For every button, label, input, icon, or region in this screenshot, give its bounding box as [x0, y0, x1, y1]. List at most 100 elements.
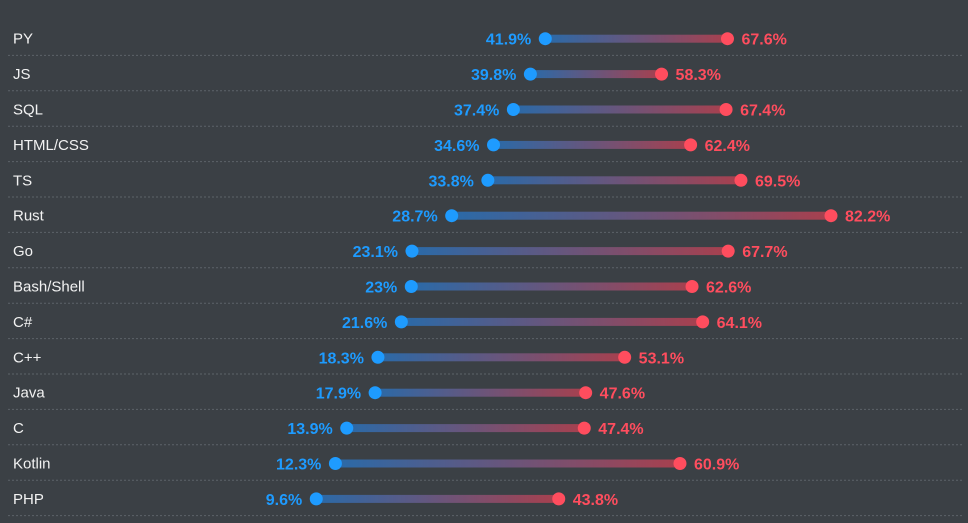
- low-value-point: [481, 173, 495, 187]
- category-label: PHP: [13, 491, 44, 508]
- low-value-label: 23.1%: [353, 244, 398, 261]
- low-value-label: 41.9%: [486, 32, 531, 49]
- category-label: TS: [13, 172, 32, 189]
- category-label: JS: [13, 66, 31, 83]
- low-value-label: 17.9%: [316, 386, 361, 403]
- low-value-point: [538, 32, 552, 46]
- high-value-point: [696, 315, 710, 329]
- chart-row: PY 41.9% 67.6%: [8, 31, 962, 56]
- high-value-label: 62.4%: [705, 138, 750, 155]
- high-value-label: 62.6%: [706, 280, 751, 297]
- category-label: PY: [13, 31, 33, 48]
- range-bar: [451, 211, 831, 220]
- range-bar: [377, 353, 625, 362]
- high-value-label: 69.5%: [755, 173, 800, 190]
- category-label: Bash/Shell: [13, 279, 85, 296]
- low-value-label: 23%: [365, 280, 397, 297]
- high-value-label: 60.9%: [694, 457, 739, 474]
- category-label: Kotlin: [13, 456, 51, 473]
- chart-row: Go 23.1% 67.7%: [8, 243, 962, 269]
- range-bar: [411, 247, 729, 256]
- high-value-point: [552, 492, 566, 506]
- range-bar: [513, 105, 727, 114]
- low-value-label: 37.4%: [454, 103, 499, 120]
- low-value-point: [506, 103, 520, 116]
- category-label: C++: [13, 349, 42, 366]
- low-value-point: [487, 138, 501, 152]
- category-label: C#: [13, 314, 33, 331]
- high-value-label: 53.1%: [639, 350, 684, 367]
- range-bar: [493, 140, 691, 149]
- high-value-label: 47.6%: [600, 386, 645, 403]
- low-value-point: [340, 421, 354, 435]
- chart-row: C# 21.6% 64.1%: [8, 314, 962, 340]
- range-bar: [401, 317, 703, 326]
- low-value-point: [394, 315, 408, 329]
- range-bar: [335, 459, 680, 468]
- chart-row: Rust 28.7% 82.2%: [8, 208, 962, 233]
- chart-row: C++ 18.3% 53.1%: [8, 349, 962, 375]
- low-value-label: 18.3%: [319, 350, 364, 367]
- high-value-label: 67.6%: [741, 32, 786, 49]
- low-value-point: [523, 67, 537, 81]
- chart-row: Bash/Shell 23% 62.6%: [8, 279, 962, 304]
- high-value-label: 58.3%: [676, 67, 721, 84]
- high-value-point: [579, 386, 593, 400]
- low-value-point: [371, 350, 385, 364]
- chart-row: HTML/CSS 34.6% 62.4%: [8, 137, 962, 163]
- high-value-point: [577, 421, 591, 435]
- range-bar: [545, 34, 728, 43]
- low-value-label: 33.8%: [428, 173, 473, 190]
- low-value-label: 39.8%: [471, 67, 516, 84]
- high-value-label: 47.4%: [598, 421, 643, 438]
- low-value-point: [404, 280, 418, 293]
- low-value-label: 12.3%: [276, 457, 321, 474]
- low-value-point: [328, 457, 342, 470]
- range-bar: [530, 70, 662, 79]
- low-value-point: [405, 244, 419, 258]
- high-value-label: 64.1%: [717, 315, 762, 332]
- high-value-point: [824, 209, 838, 223]
- high-value-point: [655, 67, 669, 81]
- high-value-point: [685, 280, 699, 293]
- range-bar: [487, 176, 741, 185]
- chart-row: TS 33.8% 69.5%: [8, 172, 962, 198]
- range-bar: [346, 424, 585, 433]
- low-value-point: [445, 209, 459, 223]
- high-value-label: 67.4%: [740, 103, 785, 120]
- chart-row: JS 39.8% 58.3%: [8, 66, 962, 92]
- low-value-label: 21.6%: [342, 315, 387, 332]
- high-value-label: 67.7%: [742, 244, 787, 261]
- high-value-point: [721, 244, 735, 258]
- range-bar: [316, 494, 559, 503]
- chart-row: C 13.9% 47.4%: [8, 420, 962, 446]
- chart-rows: PY 41.9% 67.6% JS 39.8% 58.3% SQL 37.4% 67.4% HTM…: [8, 31, 962, 517]
- category-label: Java: [13, 385, 45, 402]
- high-value-label: 43.8%: [573, 492, 618, 509]
- high-value-label: 82.2%: [845, 209, 890, 226]
- high-value-point: [673, 457, 687, 470]
- category-label: HTML/CSS: [13, 137, 89, 154]
- chart-row: SQL 37.4% 67.4%: [8, 102, 962, 127]
- chart-row: Kotlin 12.3% 60.9%: [8, 456, 962, 481]
- range-bar: [411, 282, 693, 291]
- high-value-point: [684, 138, 698, 152]
- category-label: SQL: [13, 102, 43, 119]
- high-value-point: [618, 350, 632, 364]
- high-value-point: [720, 32, 734, 46]
- chart-row: Java 17.9% 47.6%: [8, 385, 962, 410]
- category-label: Rust: [13, 208, 45, 225]
- high-value-point: [734, 173, 748, 187]
- low-value-point: [368, 386, 382, 400]
- low-value-label: 34.6%: [434, 138, 479, 155]
- category-label: Go: [13, 243, 33, 260]
- low-value-label: 28.7%: [392, 209, 437, 226]
- category-label: C: [13, 420, 24, 437]
- low-value-label: 13.9%: [287, 421, 332, 438]
- chart-row: PHP 9.6% 43.8%: [8, 491, 962, 517]
- low-value-label: 9.6%: [266, 492, 302, 509]
- low-value-point: [309, 492, 323, 506]
- high-value-point: [719, 103, 733, 116]
- range-bar: [375, 388, 586, 397]
